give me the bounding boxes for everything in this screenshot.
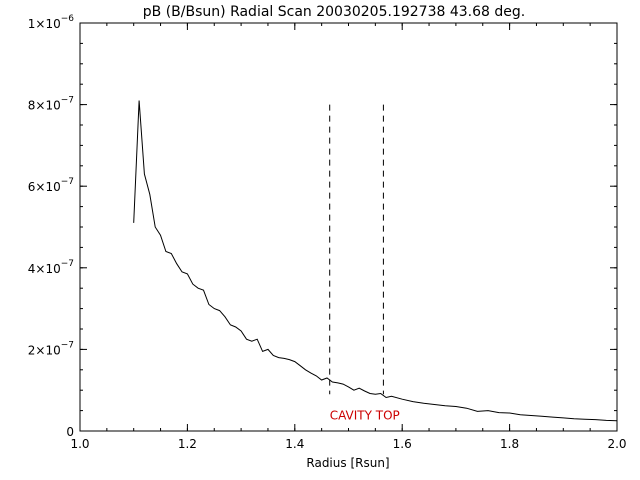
- x-tick-label: 1.2: [178, 437, 197, 451]
- cavity-markers: [329, 104, 384, 395]
- x-tick-label: 1.4: [285, 437, 304, 451]
- x-tick-label: 1.8: [500, 437, 519, 451]
- y-tick-label: 0: [66, 425, 74, 439]
- pb-series-line: [133, 100, 618, 422]
- x-axis-label: Radius [Rsun]: [306, 456, 389, 470]
- x-tick-label: 1.0: [70, 437, 89, 451]
- x-tick-label: 1.6: [393, 437, 412, 451]
- y-tick-label: 4×10−7: [28, 259, 74, 276]
- annotations: CAVITY TOP: [330, 409, 400, 423]
- x-axis: 1.0 1.2 1.4 1.6 1.8 2.0: [70, 23, 627, 451]
- y-tick-label: 8×10−7: [28, 96, 74, 113]
- y-tick-label: 6×10−7: [28, 177, 74, 194]
- plot-frame: [79, 22, 618, 432]
- y-tick-label: 2×10−7: [28, 340, 74, 357]
- series-group: [133, 100, 618, 422]
- y-axis: 0 2×10−7 4×10−7 6×10−7 8×10−7 1×10−6: [28, 14, 617, 439]
- y-tick-label: 1×10−6: [28, 14, 75, 31]
- x-tick-label: 2.0: [607, 437, 626, 451]
- chart-title: pB (B/Bsun) Radial Scan 20030205.192738 …: [143, 4, 525, 20]
- cavity-top-label: CAVITY TOP: [330, 409, 400, 423]
